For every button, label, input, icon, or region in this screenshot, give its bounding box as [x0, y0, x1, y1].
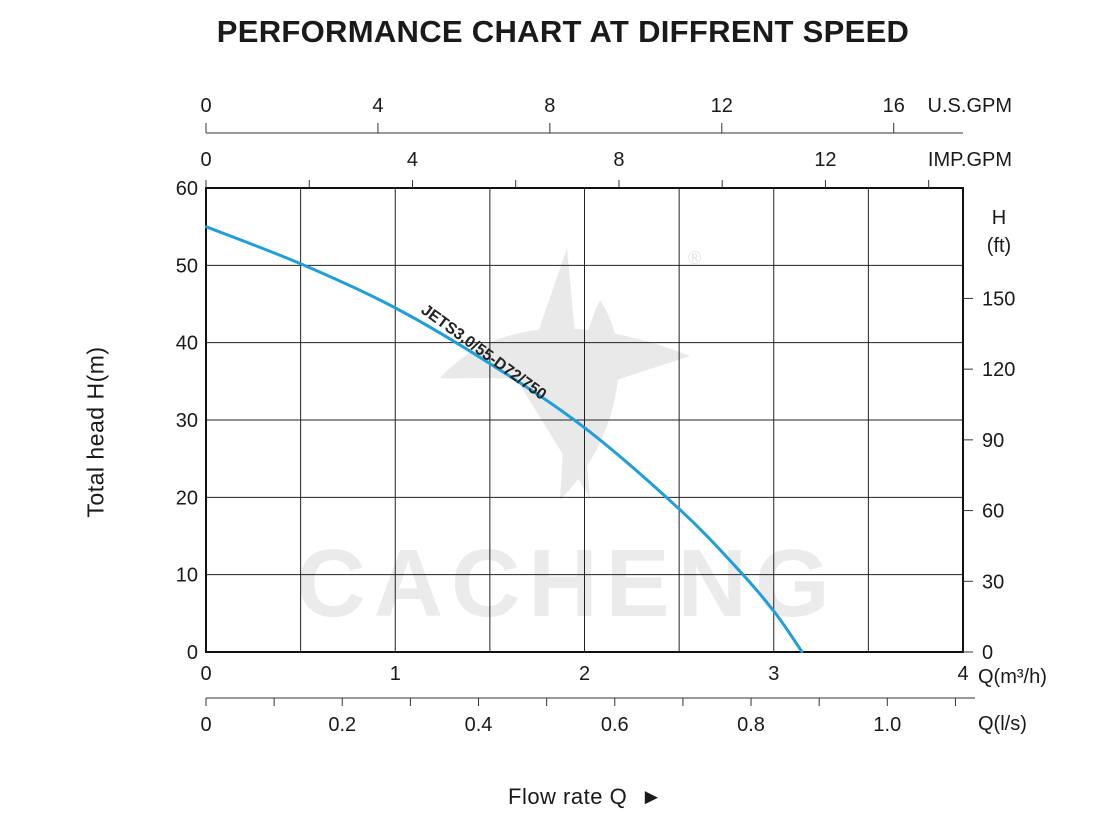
watermark-registered-mark: ® — [688, 248, 701, 268]
imp-unit-label: IMP.GPM — [928, 149, 1012, 171]
series-line — [205, 225, 804, 653]
series-point — [677, 507, 681, 511]
chart-title: PERFORMANCE CHART AT DIFFRENT SPEED — [216, 14, 910, 49]
usgpm-tick-label: 8 — [544, 95, 555, 117]
y-tick-label: 50 — [176, 255, 198, 277]
plot-frame — [205, 187, 964, 653]
ft-tick-label: 60 — [982, 501, 1004, 523]
ft-unit-label: (ft) — [987, 235, 1011, 257]
series-point — [734, 565, 738, 569]
x-axis-label-text: Flow rate Q — [508, 784, 628, 809]
imp-tick-label: 4 — [407, 149, 418, 171]
ls-tick-label: 0 — [200, 714, 211, 736]
y-tick-label: 20 — [176, 487, 198, 509]
series-point — [772, 609, 775, 613]
series-point — [488, 362, 492, 365]
ls-tick-label: 0.2 — [328, 714, 356, 736]
x-tick-label: 2 — [579, 663, 590, 685]
y-tick-label: 30 — [176, 410, 198, 432]
imp-tick-label: 0 — [200, 149, 211, 171]
series-point — [394, 306, 397, 310]
series-point — [299, 262, 302, 265]
imp-tick-label: 12 — [814, 149, 836, 171]
watermark-text: CACHENG — [296, 530, 837, 637]
ft-tick-label: 120 — [982, 359, 1015, 381]
x-unit-label: Q(m³/h) — [978, 666, 1047, 688]
usgpm-tick-label: 4 — [372, 95, 383, 117]
usgpm-tick-label: 12 — [711, 95, 733, 117]
usgpm-tick-label: 16 — [883, 95, 905, 117]
ls-tick-label: 1.0 — [873, 714, 901, 736]
ls-tick-label: 0.8 — [737, 714, 765, 736]
watermark-leaf — [560, 300, 619, 500]
x-tick-label: 1 — [390, 663, 401, 685]
x-tick-label: 0 — [200, 663, 211, 685]
ls-tick-label: 0.4 — [465, 714, 493, 736]
series-point — [583, 426, 586, 429]
right-arrow-icon: ► — [633, 784, 663, 809]
y-tick-label: 60 — [176, 178, 198, 200]
x-axis-label: Flow rate Q ► — [508, 784, 663, 810]
ft-tick-label: 150 — [982, 288, 1015, 310]
ft-unit-label: H — [992, 207, 1006, 229]
imp-tick-label: 8 — [613, 149, 624, 171]
series-point — [800, 650, 804, 654]
ft-tick-label: 0 — [982, 642, 993, 664]
usgpm-unit-label: U.S.GPM — [928, 95, 1012, 117]
ft-tick-label: 90 — [982, 430, 1004, 452]
y-tick-label: 40 — [176, 333, 198, 355]
series-point — [204, 225, 208, 228]
watermark-leaf — [440, 328, 690, 392]
usgpm-tick-label: 0 — [200, 95, 211, 117]
x-tick-label: 3 — [768, 663, 779, 685]
y-tick-label: 0 — [187, 642, 198, 664]
ls-tick-label: 0.6 — [601, 714, 629, 736]
y-tick-label: 10 — [176, 565, 198, 587]
ls-unit-label: Q(l/s) — [978, 713, 1027, 735]
ft-tick-label: 30 — [982, 571, 1004, 593]
x-tick-label: 4 — [957, 663, 968, 685]
